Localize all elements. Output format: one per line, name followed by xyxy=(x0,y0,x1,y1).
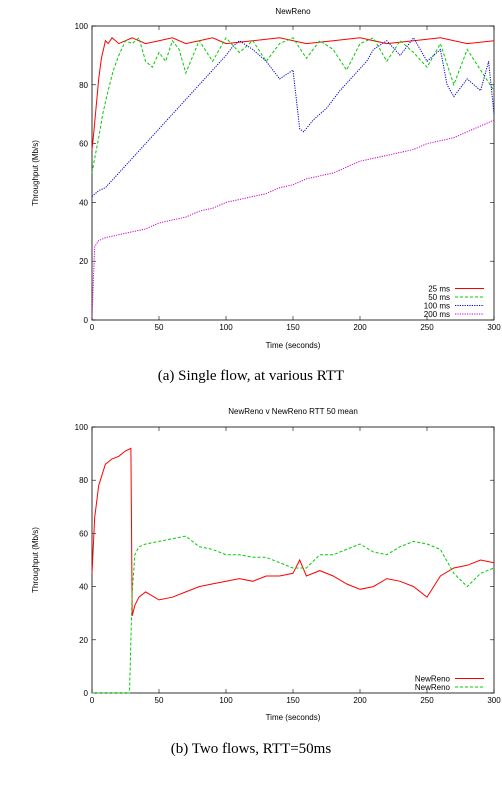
legend-label: 25 ms xyxy=(428,285,450,294)
chart-panel-1: NewReno 0 50 100 150 200 250 300 0 20 40 60 80 100 Tim… xyxy=(31,7,501,384)
series-line-2 xyxy=(92,535,495,694)
series-line-3 xyxy=(91,36,495,197)
x-tick-label: 100 xyxy=(219,696,233,705)
x-axis-label: Time (seconds) xyxy=(266,713,321,722)
x-tick-label: 50 xyxy=(155,323,164,332)
series-line-1 xyxy=(91,37,495,150)
chart-title: NewReno xyxy=(275,7,311,16)
x-tick-label: 0 xyxy=(90,323,95,332)
x-tick-label: 150 xyxy=(286,323,300,332)
series-line-2 xyxy=(91,36,495,174)
series-line-1 xyxy=(91,447,495,617)
figure-caption: (a) Single flow, at various RTT xyxy=(158,368,344,384)
y-tick-label: 0 xyxy=(84,689,89,698)
y-tick-label: 20 xyxy=(79,636,88,645)
legend-label: 50 ms xyxy=(428,293,450,302)
y-tick-label: 100 xyxy=(75,423,89,432)
x-tick-label: 250 xyxy=(420,323,434,332)
plot-frame xyxy=(91,426,495,694)
y-axis-label: Throughput (Mb/s) xyxy=(31,140,40,206)
y-tick-label: 40 xyxy=(79,583,88,592)
x-tick-label: 250 xyxy=(420,696,434,705)
y-tick-label: 20 xyxy=(79,257,88,266)
x-tick-label: 200 xyxy=(353,323,367,332)
figure-caption: (b) Two flows, RTT=50ms xyxy=(171,741,332,757)
x-tick-label: 300 xyxy=(487,323,501,332)
legend-label: 200 ms xyxy=(424,310,450,319)
y-tick-label: 80 xyxy=(79,476,88,485)
plot-frame xyxy=(91,25,495,321)
x-tick-label: 100 xyxy=(219,323,233,332)
y-tick-label: 40 xyxy=(79,198,88,207)
y-tick-label: 0 xyxy=(84,316,89,325)
legend-label: 100 ms xyxy=(424,302,450,311)
y-axis-label: Throughput (Mb/s) xyxy=(31,527,40,593)
x-tick-label: 50 xyxy=(155,696,164,705)
y-tick-label: 60 xyxy=(79,140,88,149)
x-tick-label: 150 xyxy=(286,696,300,705)
legend-label: NewReno xyxy=(415,683,451,692)
x-tick-label: 300 xyxy=(487,696,501,705)
series-line-4 xyxy=(91,119,495,318)
x-tick-label: 200 xyxy=(353,696,367,705)
chart-title: NewReno v NewReno RTT 50 mean xyxy=(228,407,358,416)
x-axis-label: Time (seconds) xyxy=(266,341,321,350)
y-tick-label: 60 xyxy=(79,529,88,538)
x-tick-label: 0 xyxy=(90,696,95,705)
chart-panel-2: NewReno v NewReno RTT 50 mean 0 50 100 150 20… xyxy=(31,407,501,757)
legend-label: NewReno xyxy=(415,675,451,684)
y-tick-label: 80 xyxy=(79,81,88,90)
y-tick-label: 100 xyxy=(75,22,89,31)
